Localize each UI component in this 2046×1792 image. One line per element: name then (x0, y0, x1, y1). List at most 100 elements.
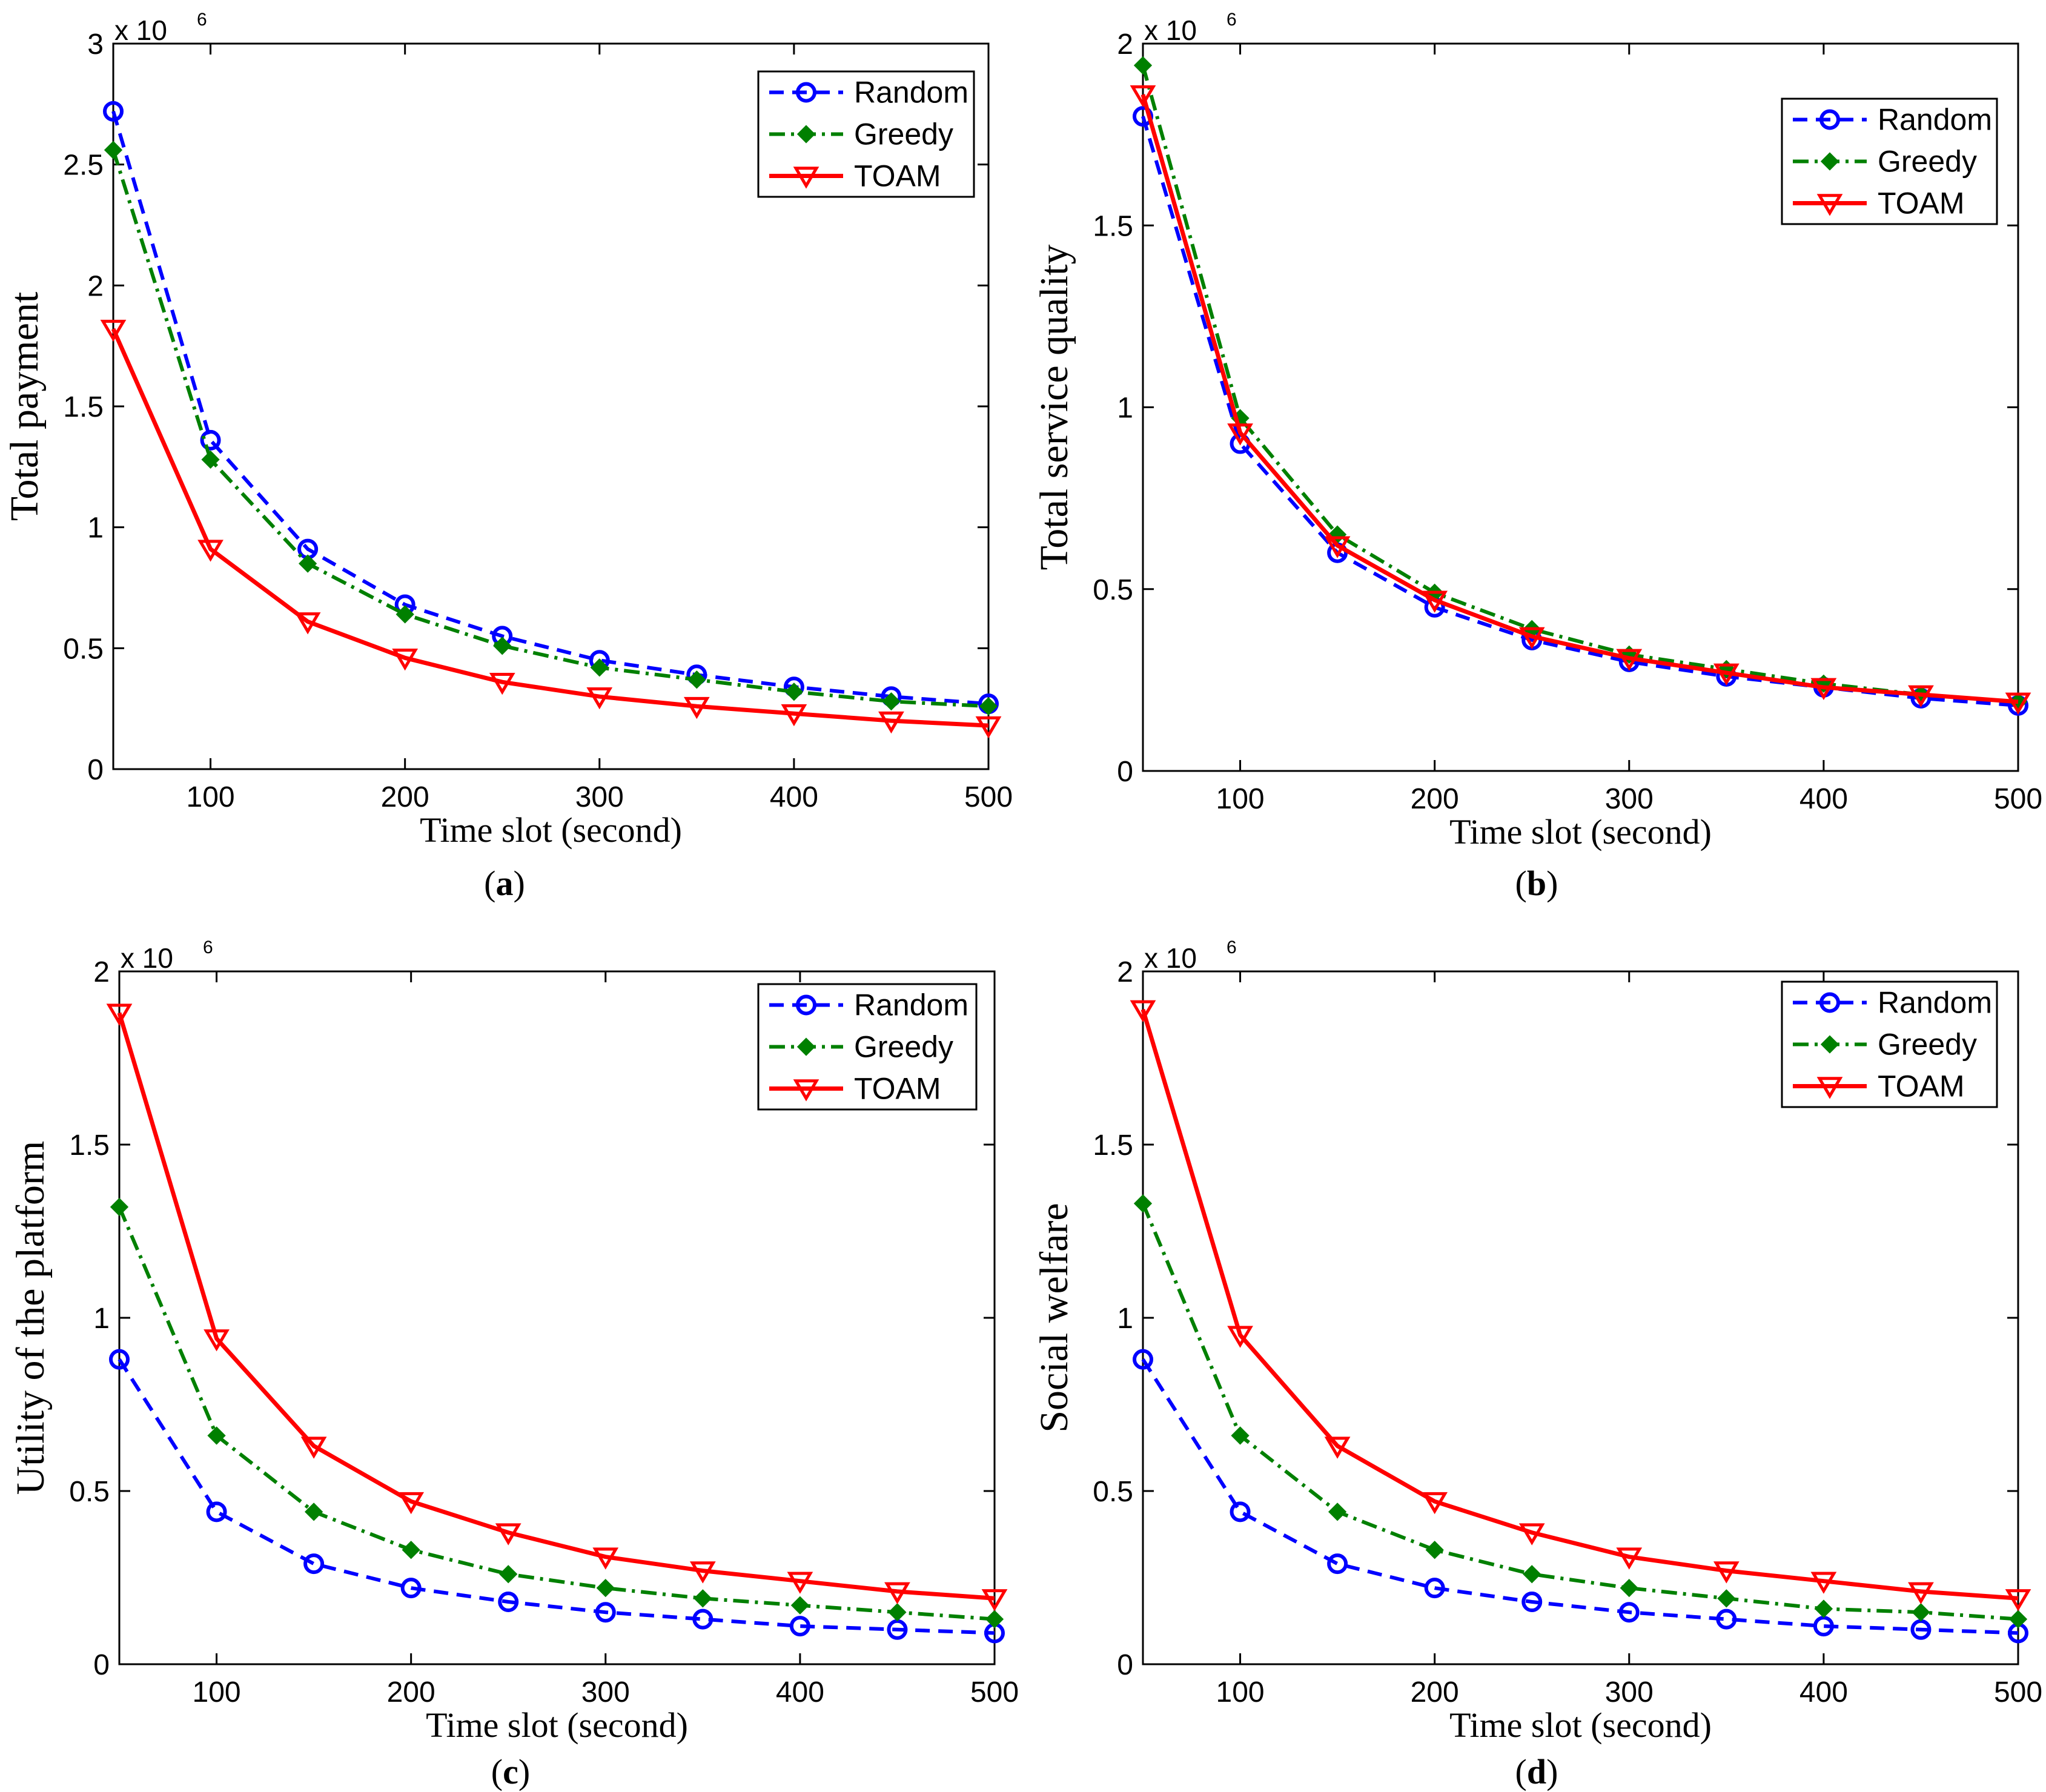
y-axis-label: Social welfare (1032, 1203, 1076, 1432)
y-tick-label: 1.5 (69, 1129, 110, 1162)
data-point-greedy (882, 692, 901, 711)
data-point-random (303, 1553, 325, 1575)
data-point-random (1230, 1501, 1251, 1523)
x-tick-label: 300 (581, 1676, 630, 1708)
y-exponent-power: 6 (203, 937, 213, 957)
legend-label-random: Random (854, 76, 968, 110)
chart-panel-b: 100 200 300 400 500 0 0.5 1 1.5 2 x 10 6 Time slot (… (1032, 10, 2042, 903)
x-axis-label: Time slot (second) (1449, 1705, 1712, 1745)
legend: Random Greedy TOAM (1781, 98, 1998, 225)
x-tick-label: 100 (193, 1676, 241, 1708)
y-tick-label: 0 (1117, 756, 1133, 788)
legend-marker-toam (793, 167, 819, 189)
data-point-random (692, 1609, 713, 1630)
data-point-toam (197, 540, 223, 562)
y-exponent-power: 6 (1227, 10, 1237, 30)
legend: Random Greedy TOAM (757, 70, 975, 198)
y-axis-label: Total payment (2, 292, 47, 521)
y-tick-label: 0 (1117, 1649, 1133, 1681)
y-tick-label: 2.5 (63, 150, 104, 182)
x-tick-label: 500 (970, 1676, 1019, 1708)
legend-marker-greedy (1820, 1035, 1839, 1054)
data-point-greedy (1523, 1565, 1541, 1584)
y-axis-label: Total service quality (1032, 245, 1076, 570)
series-line-random (118, 1358, 995, 1635)
data-point-toam (1616, 649, 1643, 671)
data-point-greedy (493, 636, 512, 655)
data-point-greedy (104, 141, 123, 159)
data-point-toam (1810, 1572, 1837, 1594)
data-point-random (595, 1602, 616, 1623)
y-tick-label: 0 (93, 1649, 110, 1681)
data-point-greedy (304, 1503, 323, 1521)
series-toam (1130, 1000, 2031, 1612)
data-point-greedy (402, 1541, 420, 1559)
data-point-greedy (590, 658, 609, 677)
data-point-random (1521, 1592, 1543, 1613)
panel-label: (a) (484, 864, 525, 903)
data-point-greedy (1717, 1589, 1736, 1608)
series-toam (1130, 85, 2031, 715)
x-tick-label: 300 (1605, 783, 1654, 815)
data-point-greedy (2008, 1610, 2028, 1628)
y-tick-label: 1 (93, 1303, 110, 1335)
data-point-toam (1713, 1561, 1740, 1584)
chart-panel-a: 100 200 300 400 500 0 0.5 1 1.5 2 2.5 3 x 10 6 Time sl… (2, 10, 1013, 903)
data-point-toam (294, 612, 321, 635)
data-point-toam (495, 1523, 521, 1546)
y-tick-label: 2 (1117, 28, 1133, 61)
data-point-greedy (1231, 1426, 1250, 1445)
data-point-random (206, 1501, 227, 1523)
data-point-greedy (596, 1579, 615, 1598)
data-point-greedy (1133, 1194, 1153, 1213)
x-tick-label: 200 (381, 781, 429, 813)
x-tick-label: 300 (1605, 1676, 1654, 1708)
y-exponent-label: x 10 (1144, 942, 1197, 974)
series-toam (106, 1003, 1008, 1612)
data-point-toam (787, 1572, 813, 1594)
legend-label-random: Random (854, 988, 968, 1022)
y-tick-label: 0.5 (63, 633, 104, 665)
y-tick-label: 1 (87, 512, 104, 544)
data-point-toam (592, 1547, 619, 1570)
series-line-toam (117, 1012, 995, 1601)
x-tick-label: 400 (1799, 783, 1848, 815)
x-tick-label: 200 (387, 1676, 435, 1708)
x-axis-label: Time slot (second) (1449, 812, 1712, 851)
chart-panel-c: 100 200 300 400 500 0 0.5 1 1.5 2 x 10 6 Time slot (… (8, 937, 1019, 1791)
legend-label-toam: TOAM (854, 1072, 941, 1106)
legend-marker-toam (793, 1079, 819, 1102)
data-point-toam (1518, 1523, 1545, 1546)
data-point-greedy (790, 1596, 810, 1615)
y-exponent-power: 6 (197, 10, 207, 30)
data-point-toam (1422, 1492, 1448, 1515)
data-point-random (400, 1578, 422, 1599)
legend-label-greedy: Greedy (1878, 145, 1977, 179)
x-tick-label: 100 (1216, 1676, 1265, 1708)
series-line-random (1141, 1358, 2019, 1635)
data-point-random (1716, 1609, 1737, 1630)
data-point-greedy (694, 1589, 712, 1608)
legend-label-random: Random (1878, 986, 1992, 1020)
data-point-random (1133, 1349, 1153, 1370)
y-tick-label: 2 (87, 270, 104, 302)
legend-marker-greedy (1820, 152, 1839, 171)
series-line-toam (111, 328, 989, 728)
data-point-toam (586, 687, 613, 710)
data-point-greedy (298, 554, 317, 573)
data-point-toam (689, 1561, 716, 1584)
data-point-greedy (110, 1197, 129, 1217)
data-point-greedy (1328, 1503, 1347, 1521)
data-point-greedy (979, 697, 998, 716)
y-tick-label: 2 (1117, 956, 1133, 988)
series-toam (100, 319, 1002, 739)
y-tick-label: 0.5 (1093, 1476, 1133, 1508)
legend-marker-toam (1816, 1077, 1843, 1099)
data-point-toam (975, 716, 1002, 739)
chart-panel-d: 100 200 300 400 500 0 0.5 1 1.5 2 x 10 6 Time slot (… (1032, 937, 2042, 1791)
x-tick-label: 400 (1799, 1676, 1848, 1708)
data-point-toam (100, 319, 127, 342)
data-point-random (1424, 1578, 1445, 1599)
y-exponent-label: x 10 (1144, 15, 1197, 46)
legend-marker-random (796, 82, 816, 103)
